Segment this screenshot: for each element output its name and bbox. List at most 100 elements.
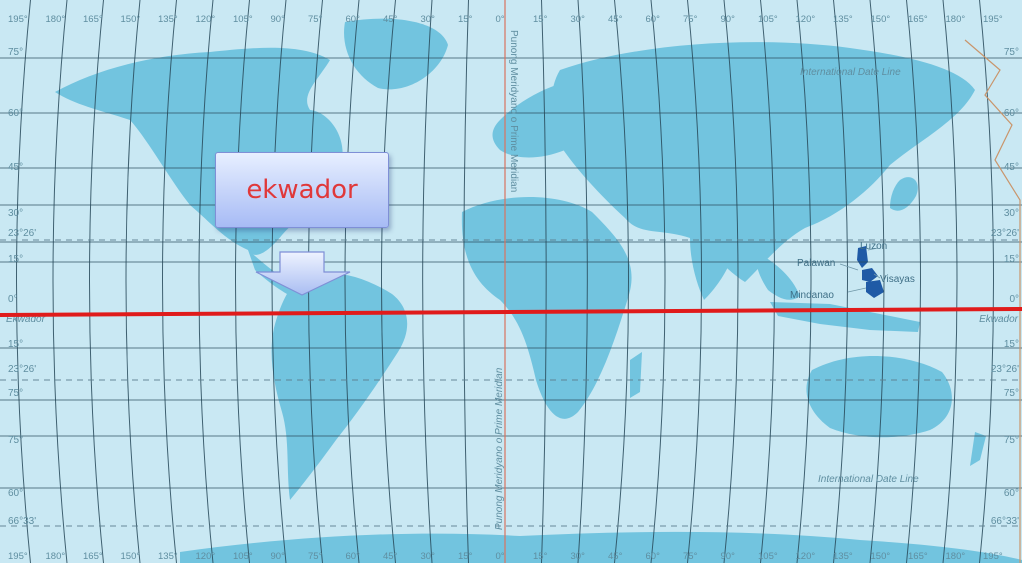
longitude-label: 45° xyxy=(383,551,398,562)
meridian-line xyxy=(614,0,629,563)
meridian-line xyxy=(422,0,433,563)
latitude-labels-right: 75° 60° 45° 30° 23°26' 15° 0° 15° 23°26' 75° 75° 60… xyxy=(991,47,1019,527)
longitude-label: 180° xyxy=(946,551,966,562)
longitude-label: 150° xyxy=(121,14,141,25)
africa xyxy=(461,197,632,419)
latitude-label: 15° xyxy=(8,254,23,265)
longitude-label: 75° xyxy=(308,551,323,562)
longitude-label: 90° xyxy=(271,14,286,25)
longitude-label: 195° xyxy=(8,14,28,25)
longitude-label: 120° xyxy=(196,14,216,25)
latitude-label: 23°26' xyxy=(8,364,36,375)
parallel-lines xyxy=(0,57,1022,489)
latitude-label: 30° xyxy=(1004,208,1019,219)
longitude-label: 135° xyxy=(158,14,178,25)
meridian-line xyxy=(979,0,994,563)
meridian-line xyxy=(89,0,104,563)
longitude-label: 75° xyxy=(683,551,698,562)
japan xyxy=(890,177,918,211)
latitude-label: 60° xyxy=(8,488,23,499)
india xyxy=(690,237,732,300)
meridian-line xyxy=(869,0,885,563)
longitude-label: 45° xyxy=(608,551,623,562)
latitude-labels-left: 75° 60° 45° 30° 23°26' 15° 0° 15° 23°26' 75° 75° 60… xyxy=(8,47,36,527)
longitude-label: 105° xyxy=(758,14,778,25)
longitude-label: 120° xyxy=(796,14,816,25)
longitude-label: 15° xyxy=(533,551,548,562)
longitude-label: 30° xyxy=(571,14,586,25)
longitude-label: 105° xyxy=(233,551,253,562)
meridian-line xyxy=(271,0,287,563)
longitude-label: 75° xyxy=(683,14,698,25)
longitude-label: 15° xyxy=(458,551,473,562)
longitude-label: 0° xyxy=(496,551,505,562)
longitude-label: 150° xyxy=(871,14,891,25)
meridian-lines xyxy=(16,0,994,563)
meridian-line xyxy=(942,0,958,563)
latitude-label: 66°33' xyxy=(8,516,36,527)
longitude-label: 90° xyxy=(721,14,736,25)
visayas-label: Visayas xyxy=(880,274,915,285)
longitude-label: 195° xyxy=(983,551,1003,562)
longitude-label: 180° xyxy=(946,14,966,25)
mindanao-island xyxy=(866,280,884,298)
meridian-line xyxy=(723,0,739,563)
meridian-line xyxy=(235,0,250,563)
longitude-label: 45° xyxy=(608,14,623,25)
longitude-label: 180° xyxy=(46,551,66,562)
longitude-label: 180° xyxy=(46,14,66,25)
palawan-leader xyxy=(839,263,859,271)
latitude-label: 0° xyxy=(8,294,18,305)
longitude-label: 30° xyxy=(421,14,436,25)
equator-label-right: Ekwador xyxy=(979,314,1019,325)
longitude-label: 165° xyxy=(83,14,103,25)
meridian-line xyxy=(906,0,921,563)
latitude-label: 66°33' xyxy=(991,516,1019,527)
latitude-label: 75° xyxy=(8,435,23,446)
meridian-line xyxy=(687,0,702,563)
equator-callout-box: ekwador xyxy=(215,152,389,228)
equator-label-left: Ekwador xyxy=(6,314,46,325)
meridian-line xyxy=(16,0,31,563)
equator-line xyxy=(0,307,1022,317)
longitude-label: 150° xyxy=(871,551,891,562)
meridian-line xyxy=(344,0,360,563)
luzon-label: Luzon xyxy=(860,241,887,252)
down-arrow-icon xyxy=(255,251,351,296)
meridian-line xyxy=(381,0,396,563)
latitude-label: 15° xyxy=(8,339,23,350)
latitude-label: 75° xyxy=(1004,47,1019,58)
meridian-line xyxy=(162,0,177,563)
meridian-line xyxy=(125,0,141,563)
latitude-label: 23°26' xyxy=(991,364,1019,375)
meridian-line xyxy=(796,0,812,563)
longitude-label: 195° xyxy=(983,14,1003,25)
mindanao-label: Mindanao xyxy=(790,290,834,301)
palawan-label: Palawan xyxy=(797,258,835,269)
latitude-label: 15° xyxy=(1004,254,1019,265)
longitude-label: 135° xyxy=(158,551,178,562)
longitude-label: 15° xyxy=(458,14,473,25)
longitude-label: 165° xyxy=(83,551,103,562)
visayas-leader xyxy=(873,273,881,279)
latitude-label: 75° xyxy=(8,47,23,58)
meridian-line xyxy=(541,0,547,563)
longitude-label: 195° xyxy=(8,551,28,562)
luzon-leader xyxy=(867,247,879,251)
latitude-label: 45° xyxy=(8,162,23,173)
longitude-label: 60° xyxy=(346,14,361,25)
tropic-lines xyxy=(0,239,1022,527)
latitude-label: 15° xyxy=(1004,339,1019,350)
longitude-label: 165° xyxy=(908,551,928,562)
greenland xyxy=(344,18,448,90)
meridian-line xyxy=(577,0,588,563)
date-line-label-top: International Date Line xyxy=(800,67,901,78)
visayas-islands xyxy=(862,268,878,282)
longitude-labels-top: 195° 180° 165° 150° 135° 120° 105° 90° 75° 60° 45°… xyxy=(8,14,1003,25)
international-date-line xyxy=(964,39,1021,563)
latitude-label: 75° xyxy=(8,388,23,399)
meridian-line xyxy=(198,0,214,563)
latitude-label: 0° xyxy=(1009,294,1019,305)
